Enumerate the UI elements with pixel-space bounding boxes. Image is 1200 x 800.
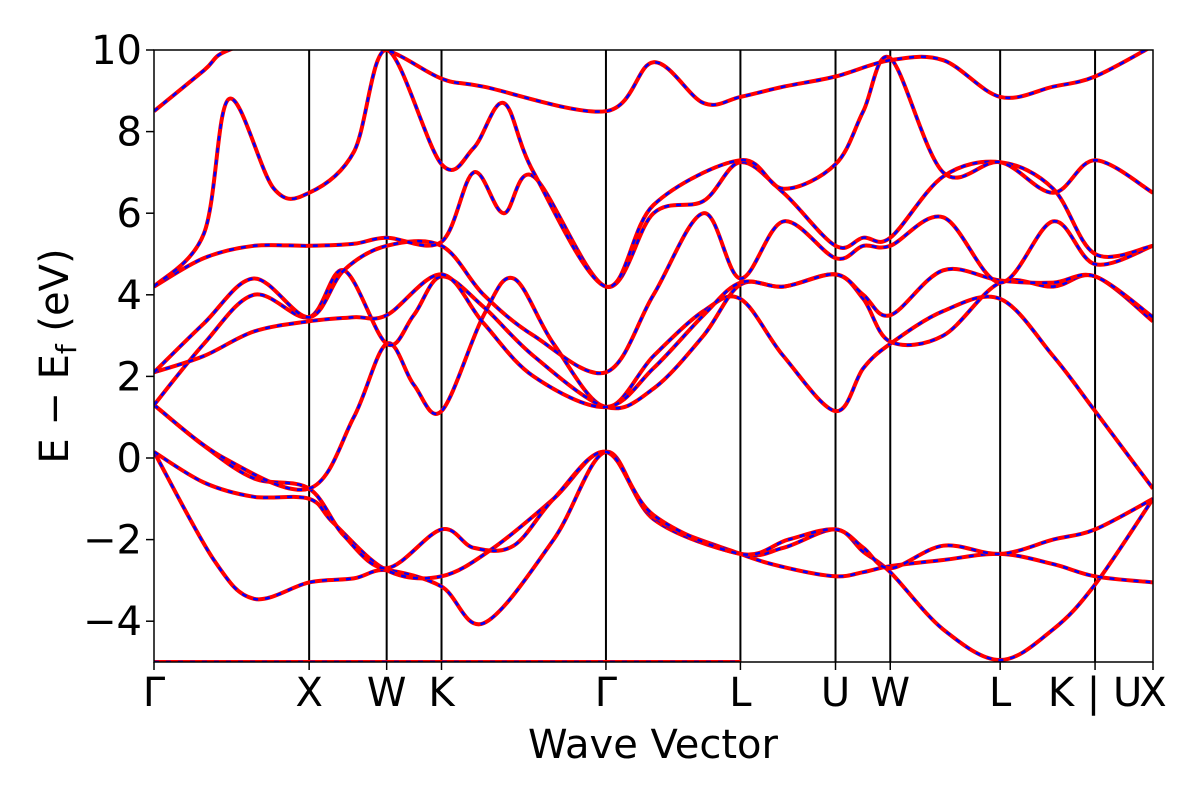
x-tick-label: K | U xyxy=(1048,670,1142,716)
x-tick-label: W xyxy=(367,670,407,716)
y-tick-label: 10 xyxy=(91,28,142,74)
x-tick-label: X xyxy=(1139,670,1166,716)
band-line-dashed xyxy=(154,267,1153,409)
kpoint-divider-lines xyxy=(308,50,1097,662)
y-tick-label: 4 xyxy=(117,273,142,319)
band-line-dashed xyxy=(154,269,1153,410)
band-lines xyxy=(154,50,1153,662)
y-tick-label: −2 xyxy=(83,518,142,564)
x-tick-label: L xyxy=(989,670,1012,716)
plot-frame xyxy=(153,49,1154,663)
band-line-dashed xyxy=(154,50,1153,288)
x-tick-label: K xyxy=(428,670,456,716)
y-axis-label: E − Ef (eV) xyxy=(32,248,83,463)
band-line-solid xyxy=(154,403,1153,571)
band-line-dashed xyxy=(154,276,1153,492)
x-tick-label: L xyxy=(729,670,752,716)
y-axis-ticks: −4 −2 0 2 4 6 8 10 xyxy=(83,28,154,645)
y-tick-label: 6 xyxy=(117,191,142,237)
x-tick-label: U xyxy=(821,670,850,716)
y-tick-label: 2 xyxy=(117,354,142,400)
band-line-dashed xyxy=(154,211,1153,375)
x-tick-label: X xyxy=(295,670,322,716)
band-line-dashed xyxy=(154,50,1149,113)
x-axis-label: Wave Vector xyxy=(528,722,779,768)
x-tick-label: Γ xyxy=(143,670,166,716)
y-tick-label: 0 xyxy=(117,436,142,482)
band-line-dashed xyxy=(154,450,1153,662)
y-tick-label: −4 xyxy=(83,599,142,645)
band-line-dashed xyxy=(154,160,1153,288)
x-tick-label: Γ xyxy=(595,670,618,716)
y-tick-label: 8 xyxy=(117,110,142,156)
x-tick-label: W xyxy=(870,670,910,716)
